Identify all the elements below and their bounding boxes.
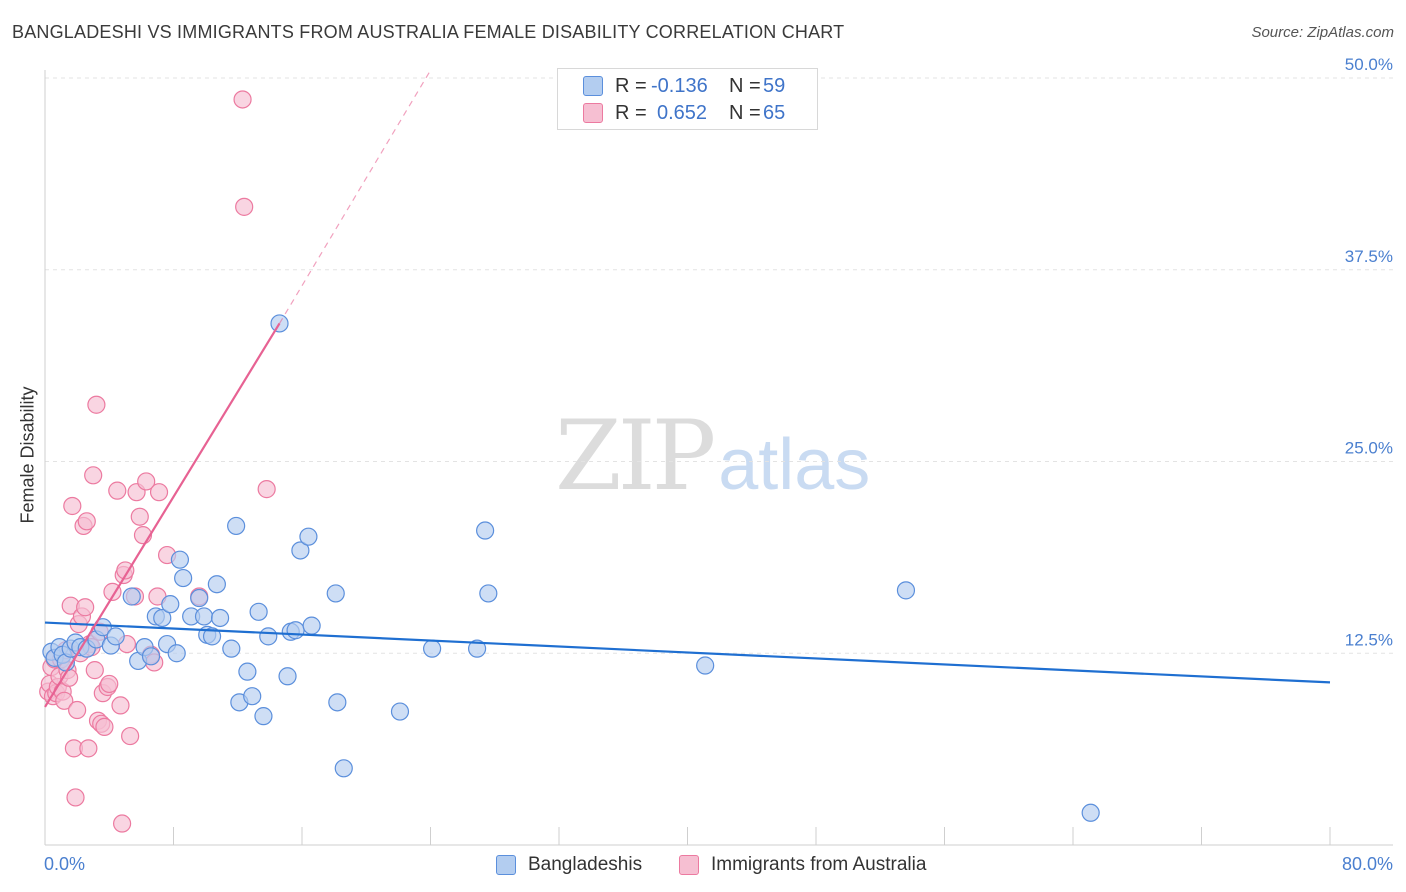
australia-point <box>79 739 98 758</box>
bangladeshi-point <box>291 541 310 560</box>
bangladeshi-point <box>476 521 495 540</box>
australia-point <box>100 674 119 694</box>
bottom-legend-label: Immigrants from Australia <box>711 854 927 875</box>
series-bangladeshis-points <box>42 314 1100 822</box>
legend-r-value: 0.652 <box>657 101 708 124</box>
bangladeshi-point <box>210 608 230 628</box>
chart-title: BANGLADESHI VS IMMIGRANTS FROM AUSTRALIA… <box>12 22 845 42</box>
australia-trend-line <box>44 322 281 708</box>
bangladeshi-point <box>259 627 278 646</box>
bottom-legend-swatch-pink <box>679 855 699 875</box>
bottom-legend-australia: Immigrants from Australia <box>679 852 926 878</box>
bangladeshi-point <box>238 662 257 681</box>
bangladeshi-trend-line <box>44 621 1331 684</box>
gridlines <box>45 77 1393 654</box>
bangladeshi-point <box>170 550 190 569</box>
bangladeshi-point <box>202 627 222 646</box>
bottom-legend-bangladeshis: Bangladeshis <box>496 852 642 878</box>
bangladeshi-point <box>286 621 305 640</box>
bangladeshi-point <box>479 584 498 603</box>
australia-point <box>85 661 104 680</box>
australia-point <box>68 700 87 720</box>
bangladeshi-point <box>222 639 241 658</box>
bangladeshi-point <box>194 607 214 626</box>
bangladeshi-point <box>106 627 125 646</box>
legend-row-bangladeshis: R = -0.136 N = 59 <box>583 73 786 99</box>
australia-point <box>63 496 82 516</box>
australia-point <box>137 472 156 491</box>
y-tick-labels: 12.5% 25.0% 37.5% 50.0% <box>1345 55 1393 649</box>
legend-n-value: 65 <box>763 101 786 124</box>
bangladeshi-point <box>334 759 353 778</box>
source-label: Source: ZipAtlas.com <box>1251 24 1394 41</box>
bangladeshi-point <box>299 527 318 546</box>
australia-point <box>84 466 103 485</box>
bangladeshi-point <box>696 656 715 675</box>
australia-point <box>66 788 85 807</box>
australia-point <box>87 395 106 414</box>
stats-legend: R = -0.136 N = 59 R = 0.652 N = 65 <box>557 68 818 130</box>
legend-n-label: N = <box>729 74 761 97</box>
australia-point <box>112 814 132 833</box>
legend-swatch-blue <box>583 76 603 96</box>
legend-r-value: -0.136 <box>651 74 708 97</box>
bangladeshi-point <box>896 581 916 600</box>
legend-n-value: 59 <box>763 74 786 97</box>
bangladeshi-point <box>243 687 262 706</box>
bangladeshi-point <box>227 516 246 536</box>
legend-swatch-pink <box>583 103 603 123</box>
bangladeshi-point <box>467 639 487 658</box>
y-tick-label: 37.5% <box>1345 247 1393 266</box>
australia-point <box>235 197 254 216</box>
australia-point <box>149 483 169 502</box>
bottom-legend-label: Bangladeshis <box>528 854 643 875</box>
legend-row-australia: R = 0.652 N = 65 <box>583 100 786 126</box>
bangladeshi-point <box>328 693 347 712</box>
bangladeshi-point <box>1081 803 1100 822</box>
legend-r-label: R = <box>615 101 647 124</box>
australia-point <box>111 696 130 715</box>
y-tick-label: 50.0% <box>1345 55 1393 74</box>
bangladeshi-point <box>174 568 193 588</box>
axes <box>44 70 1393 846</box>
bangladeshi-point <box>278 667 297 686</box>
australia-point <box>233 90 252 109</box>
australia-point <box>116 561 135 580</box>
x-tick-label-max: 80.0% <box>1342 854 1393 874</box>
bangladeshi-point <box>302 616 321 635</box>
bangladeshi-point <box>326 584 345 603</box>
watermark-atlas: atlas <box>718 425 871 505</box>
watermark-zip: ZIP <box>555 400 716 512</box>
australia-point <box>108 481 127 500</box>
watermark: ZIPatlas <box>555 400 870 512</box>
australia-point <box>130 507 149 526</box>
bangladeshi-point <box>153 608 172 628</box>
bangladeshi-point <box>390 702 410 721</box>
bangladeshi-point <box>254 707 273 726</box>
australia-point <box>55 691 74 710</box>
bangladeshi-point <box>141 647 161 666</box>
bottom-legend-swatch-blue <box>496 855 516 875</box>
y-tick-label: 12.5% <box>1345 630 1393 649</box>
australia-point <box>95 717 114 736</box>
bangladeshi-point <box>122 587 141 606</box>
australia-trend-extension <box>278 70 432 324</box>
trend-lines <box>44 70 1331 708</box>
australia-point <box>76 598 95 617</box>
legend-n-label: N = <box>729 101 761 124</box>
bangladeshi-point <box>167 644 186 663</box>
australia-point <box>257 480 276 499</box>
legend-r-label: R = <box>615 74 647 97</box>
x-ticks <box>44 827 1331 845</box>
bangladeshi-point <box>423 639 442 658</box>
bangladeshi-point <box>161 595 180 614</box>
australia-point <box>77 512 96 531</box>
bangladeshi-point <box>207 575 226 594</box>
x-tick-label-min: 0.0% <box>44 854 85 874</box>
australia-point <box>121 726 140 746</box>
bangladeshi-point <box>249 602 268 621</box>
y-tick-label: 25.0% <box>1345 439 1393 458</box>
bangladeshi-point <box>190 588 209 608</box>
